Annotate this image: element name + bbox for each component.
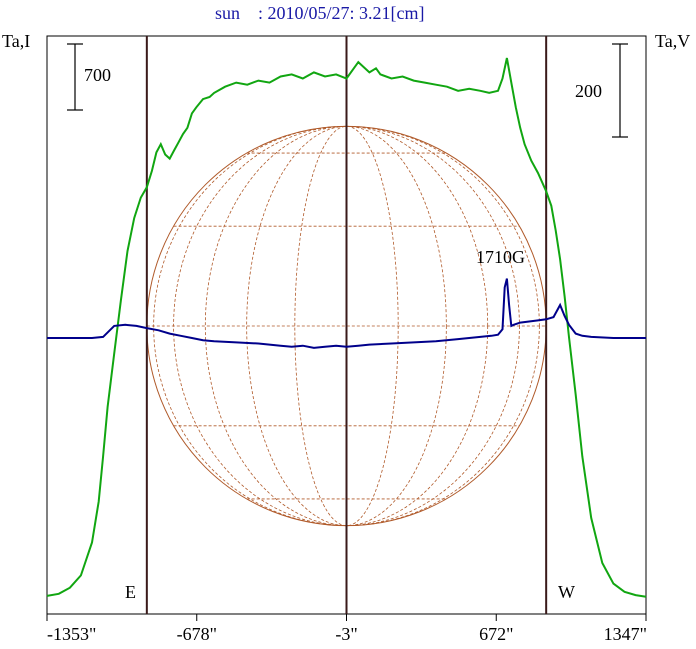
series-line-polarization [47,278,646,349]
longitude-line [153,125,540,527]
x-axis: -1353" -678" -3" 672" 1347" [46,614,647,644]
y-label-right: Ta,V [655,31,690,51]
scale-label-right: 200 [575,81,602,101]
limb-label-east: E [125,582,136,602]
limb-lines [145,36,548,614]
x-tick-label: -3" [335,624,357,644]
series-line-intensity [46,57,647,598]
x-tick-label: -678" [177,624,217,644]
chart-title: sun : 2010/05/27: 3.21[cm] [215,3,425,23]
scale-bar-right [612,43,628,138]
longitude-line [204,125,489,527]
limb-label-west: W [558,582,575,602]
x-tick-label: 1347" [604,624,647,644]
longitude-line [294,125,399,527]
scale-label-left: 700 [84,65,111,85]
x-tick-label: -1353" [47,624,96,644]
y-label-left: Ta,I [2,31,30,51]
x-tick-label: 672" [479,624,513,644]
annotation-1710G: 1710G [476,247,525,267]
scale-bar-left [67,43,83,111]
